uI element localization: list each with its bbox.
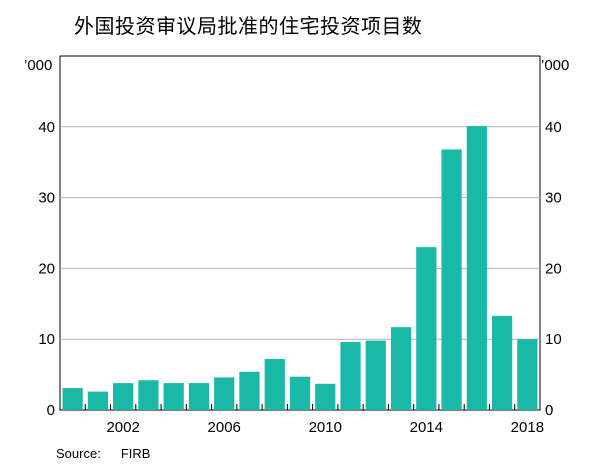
bar-2000 bbox=[62, 388, 83, 410]
bar-2012 bbox=[365, 340, 386, 410]
bar-2005 bbox=[188, 383, 210, 410]
bar-2008 bbox=[264, 359, 285, 410]
bar-2009 bbox=[289, 376, 311, 410]
y-tick-label-left: 40 bbox=[38, 119, 55, 136]
y-tick-label-right: 0 bbox=[545, 402, 553, 419]
bar-2001 bbox=[87, 391, 108, 410]
y-tick-label-left: 20 bbox=[38, 260, 55, 277]
y-tick-label-left: 30 bbox=[38, 190, 55, 207]
y-tick-label-right: 20 bbox=[545, 260, 562, 277]
x-tick-label: 2018 bbox=[511, 419, 544, 436]
source-value: FIRB bbox=[120, 446, 151, 461]
source-label: Source: bbox=[56, 446, 101, 461]
bar-2016 bbox=[466, 126, 487, 410]
y-tick-label-right: 40 bbox=[545, 119, 562, 136]
x-tick-label: 2006 bbox=[208, 419, 241, 436]
bar-2002 bbox=[113, 383, 134, 410]
bar-2007 bbox=[239, 371, 260, 410]
chart-title: 外国投资审议局批准的住宅投资项目数 bbox=[74, 14, 423, 38]
bar-2003 bbox=[138, 380, 159, 410]
y-axis-left: 0 10 20 30 40 bbox=[38, 119, 55, 419]
y-unit-right: ’000 bbox=[541, 57, 569, 74]
bar-2006 bbox=[214, 377, 235, 410]
x-tick-label: 2010 bbox=[309, 419, 342, 436]
bar-2010 bbox=[315, 383, 336, 410]
bars bbox=[62, 126, 538, 410]
x-axis: 2002 2006 2010 2014 2018 bbox=[84, 404, 544, 436]
bar-2018 bbox=[517, 339, 538, 410]
bar-2004 bbox=[163, 383, 184, 410]
bar-2017 bbox=[492, 315, 513, 410]
source-note: Source: FIRB bbox=[56, 446, 150, 461]
y-tick-label-right: 10 bbox=[545, 331, 562, 348]
x-tick-label: 2002 bbox=[106, 419, 139, 436]
y-tick-label-left: 10 bbox=[38, 331, 55, 348]
bar-2014 bbox=[416, 247, 437, 410]
bar-2015 bbox=[441, 149, 462, 410]
y-tick-label-left: 0 bbox=[47, 402, 55, 419]
bar-2013 bbox=[390, 327, 412, 410]
x-tick-label: 2014 bbox=[410, 419, 443, 436]
y-tick-label-right: 30 bbox=[545, 190, 562, 207]
y-unit-left: ’000 bbox=[24, 57, 52, 74]
y-axis-right: 0 10 20 30 40 bbox=[545, 119, 562, 419]
bar-2011 bbox=[340, 342, 361, 410]
